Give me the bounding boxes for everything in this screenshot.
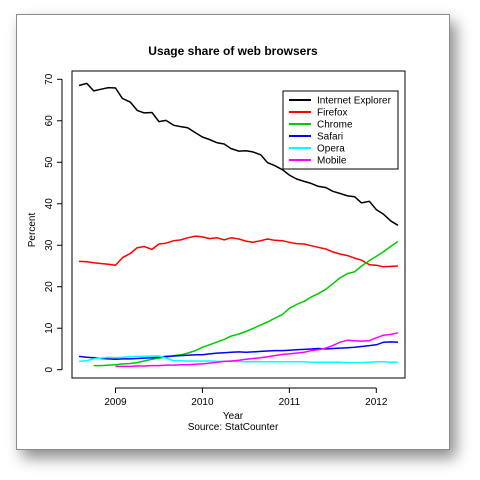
y-tick-label: 50 xyxy=(44,156,55,168)
x-tick-label: 2012 xyxy=(365,397,388,408)
x-tick-label: 2011 xyxy=(279,397,301,408)
legend-label: Opera xyxy=(317,144,345,155)
series-line-mobile xyxy=(115,332,399,368)
series-lines xyxy=(78,82,399,368)
x-tick-label: 2009 xyxy=(104,397,127,408)
y-tick-label: 20 xyxy=(44,281,55,293)
series-line-internet-explorer xyxy=(78,82,399,226)
legend-label: Mobile xyxy=(317,156,347,167)
legend: Internet ExplorerFirefoxChromeSafariOper… xyxy=(282,90,399,170)
series-line-safari xyxy=(78,341,399,361)
legend-label: Safari xyxy=(317,132,343,143)
chart-title: Usage share of web browsers xyxy=(148,44,318,58)
x-axis-label: Year xyxy=(223,411,244,422)
browser-usage-line-chart: Usage share of web browsers Year Source:… xyxy=(27,44,406,433)
y-tick-label: 60 xyxy=(44,115,55,127)
plot-area-box xyxy=(71,70,406,379)
legend-box xyxy=(282,90,399,170)
y-axis: 0 10 20 30 40 50 60 70 xyxy=(44,73,63,372)
x-tick-label: 2010 xyxy=(191,397,214,408)
x-axis: 2009 2010 2011 2012 xyxy=(104,387,388,408)
series-line-firefox xyxy=(78,235,399,268)
y-tick-label: 10 xyxy=(44,322,55,334)
y-tick-label: 70 xyxy=(44,73,55,85)
legend-label: Firefox xyxy=(317,108,348,119)
y-tick-label: 30 xyxy=(44,239,55,251)
y-axis-label: Percent xyxy=(27,213,38,248)
series-line-opera xyxy=(78,355,398,364)
chart-frame: Usage share of web browsers Year Source:… xyxy=(16,14,450,450)
y-tick-label: 40 xyxy=(44,198,55,210)
series-line-chrome xyxy=(93,240,399,367)
source-caption: Source: StatCounter xyxy=(188,422,279,433)
legend-label: Internet Explorer xyxy=(317,96,392,107)
y-tick-label: 0 xyxy=(44,366,55,372)
legend-label: Chrome xyxy=(317,120,353,131)
